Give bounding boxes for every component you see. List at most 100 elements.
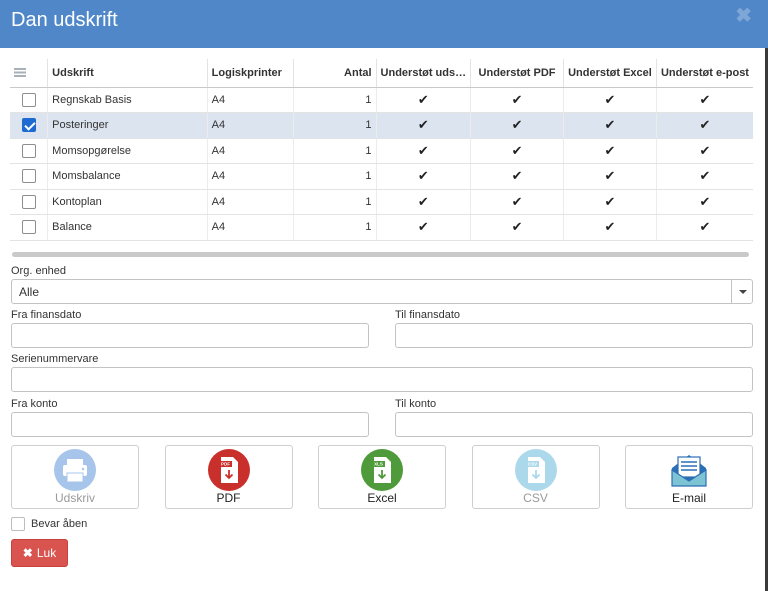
pdf-file-icon: PDF [207, 449, 250, 491]
checkmark-icon: ✔ [699, 193, 711, 209]
table-row[interactable]: Momsbalance A4 1 ✔ ✔ ✔ ✔ [10, 163, 753, 190]
table-row[interactable]: Momsopgørelse A4 1 ✔ ✔ ✔ ✔ [10, 138, 753, 164]
row-checkbox[interactable] [21, 169, 36, 184]
checkmark-icon: ✔ [699, 91, 711, 107]
fra-konto-label: Fra konto [11, 398, 58, 410]
pdf-button[interactable]: PDF PDF [164, 445, 293, 509]
table-header-row: Udskrift Logiskprinter Antal Understøt u… [10, 59, 753, 88]
row-select-cell[interactable] [10, 214, 48, 241]
cell-support-excel: ✔ [562, 112, 657, 139]
table-row[interactable]: Posteringer A4 1 ✔ ✔ ✔ ✔ [10, 112, 753, 139]
printer-icon [54, 449, 96, 491]
checkmark-icon: ✔ [511, 142, 523, 158]
row-select-cell[interactable] [10, 87, 48, 113]
org-select-value: Alle [19, 285, 40, 299]
csv-file-icon: CSV [514, 449, 557, 491]
cell-logiskprinter: A4 [206, 138, 294, 164]
export-button-label: CSV [523, 491, 548, 505]
email-button[interactable]: E-mail [625, 445, 753, 509]
checkmark-icon: ✔ [511, 117, 523, 133]
close-icon[interactable]: ✖ [735, 5, 752, 27]
export-button-label: Excel [367, 491, 397, 505]
row-select-cell[interactable] [10, 163, 48, 190]
horizontal-scrollbar[interactable] [12, 252, 749, 257]
keep-open-label: Bevar åben [31, 517, 88, 530]
column-header-understoet-epost[interactable]: Understøt e-post [655, 59, 753, 88]
dialog-title: Dan udskrift [11, 9, 118, 31]
cell-support-pdf: ✔ [470, 138, 564, 164]
table-row[interactable]: Kontoplan A4 1 ✔ ✔ ✔ ✔ [10, 189, 753, 215]
cell-antal: 1 [292, 112, 377, 139]
cell-support-udskriv: ✔ [375, 189, 471, 215]
column-header-understoet-excel[interactable]: Understøt Excel [562, 59, 657, 88]
keep-open-checkbox[interactable]: Bevar åben [11, 517, 87, 531]
fra-finansdato-input[interactable] [11, 323, 369, 348]
cell-udskrift: Regnskab Basis [47, 87, 208, 113]
checkmark-icon: ✔ [417, 117, 429, 133]
cell-support-pdf: ✔ [470, 87, 564, 113]
column-header-understoet-udskrift[interactable]: Understøt uds… [375, 59, 471, 88]
cell-logiskprinter: A4 [206, 87, 294, 113]
cell-support-epost: ✔ [655, 163, 753, 190]
checkmark-icon: ✔ [511, 168, 523, 184]
chevron-down-icon[interactable] [731, 280, 752, 303]
org-select[interactable]: Alle [11, 279, 753, 304]
cell-support-udskriv: ✔ [375, 87, 471, 113]
excel-button[interactable]: XLS Excel [318, 445, 446, 509]
row-checkbox[interactable] [21, 118, 36, 133]
column-menu-icon[interactable] [10, 59, 48, 88]
org-label: Org. enhed [11, 265, 67, 277]
svg-text:PDF: PDF [221, 462, 230, 467]
fra-konto-input[interactable] [11, 412, 369, 437]
cell-logiskprinter: A4 [206, 112, 294, 139]
cell-support-udskriv: ✔ [375, 112, 471, 139]
column-header-udskrift[interactable]: Udskrift [47, 59, 208, 88]
cell-udskrift: Kontoplan [47, 189, 208, 215]
export-button-label: Udskriv [54, 491, 95, 505]
serienummervare-input[interactable] [11, 367, 753, 392]
udskriv-button[interactable]: Udskriv [11, 445, 139, 509]
cell-support-pdf: ✔ [470, 214, 564, 241]
checkmark-icon: ✔ [604, 91, 616, 107]
cell-support-epost: ✔ [655, 214, 753, 241]
cell-antal: 1 [292, 189, 377, 215]
cell-support-pdf: ✔ [470, 163, 564, 190]
cell-support-udskriv: ✔ [375, 163, 471, 190]
cell-support-epost: ✔ [655, 87, 753, 113]
row-checkbox[interactable] [21, 194, 36, 209]
til-finansdato-input[interactable] [395, 323, 753, 348]
cell-antal: 1 [292, 214, 377, 241]
row-checkbox[interactable] [21, 92, 36, 107]
fra-finansdato-label: Fra finansdato [11, 309, 82, 321]
row-select-cell[interactable] [10, 138, 48, 164]
cell-support-excel: ✔ [562, 214, 657, 241]
checkmark-icon: ✔ [699, 219, 711, 235]
table-row[interactable]: Regnskab Basis A4 1 ✔ ✔ ✔ ✔ [10, 87, 753, 113]
luk-button[interactable]: ✖ Luk [11, 539, 68, 567]
table-row[interactable]: Balance A4 1 ✔ ✔ ✔ ✔ [10, 214, 753, 241]
cell-support-excel: ✔ [562, 87, 657, 113]
checkmark-icon: ✔ [417, 219, 429, 235]
row-checkbox[interactable] [21, 220, 36, 235]
checkmark-icon: ✔ [699, 142, 711, 158]
export-button-label: E-mail [671, 491, 706, 505]
column-header-understoet-pdf[interactable]: Understøt PDF [470, 59, 564, 88]
column-header-antal[interactable]: Antal [292, 59, 377, 88]
til-konto-input[interactable] [395, 412, 753, 437]
keep-open-box[interactable] [11, 517, 25, 531]
row-select-cell[interactable] [10, 112, 48, 139]
checkmark-icon: ✔ [604, 219, 616, 235]
svg-text:XLS: XLS [374, 462, 383, 467]
row-checkbox[interactable] [21, 143, 36, 158]
checkmark-icon: ✔ [604, 117, 616, 133]
csv-button[interactable]: CSV CSV [471, 445, 600, 509]
checkmark-icon: ✔ [511, 91, 523, 107]
til-konto-label: Til konto [395, 398, 437, 410]
cell-udskrift: Balance [47, 214, 208, 241]
cell-support-excel: ✔ [562, 163, 657, 190]
row-select-cell[interactable] [10, 189, 48, 215]
window-edge [765, 48, 768, 591]
cell-support-epost: ✔ [655, 112, 753, 139]
column-header-logiskprinter[interactable]: Logiskprinter [206, 59, 294, 88]
checkmark-icon: ✔ [604, 168, 616, 184]
